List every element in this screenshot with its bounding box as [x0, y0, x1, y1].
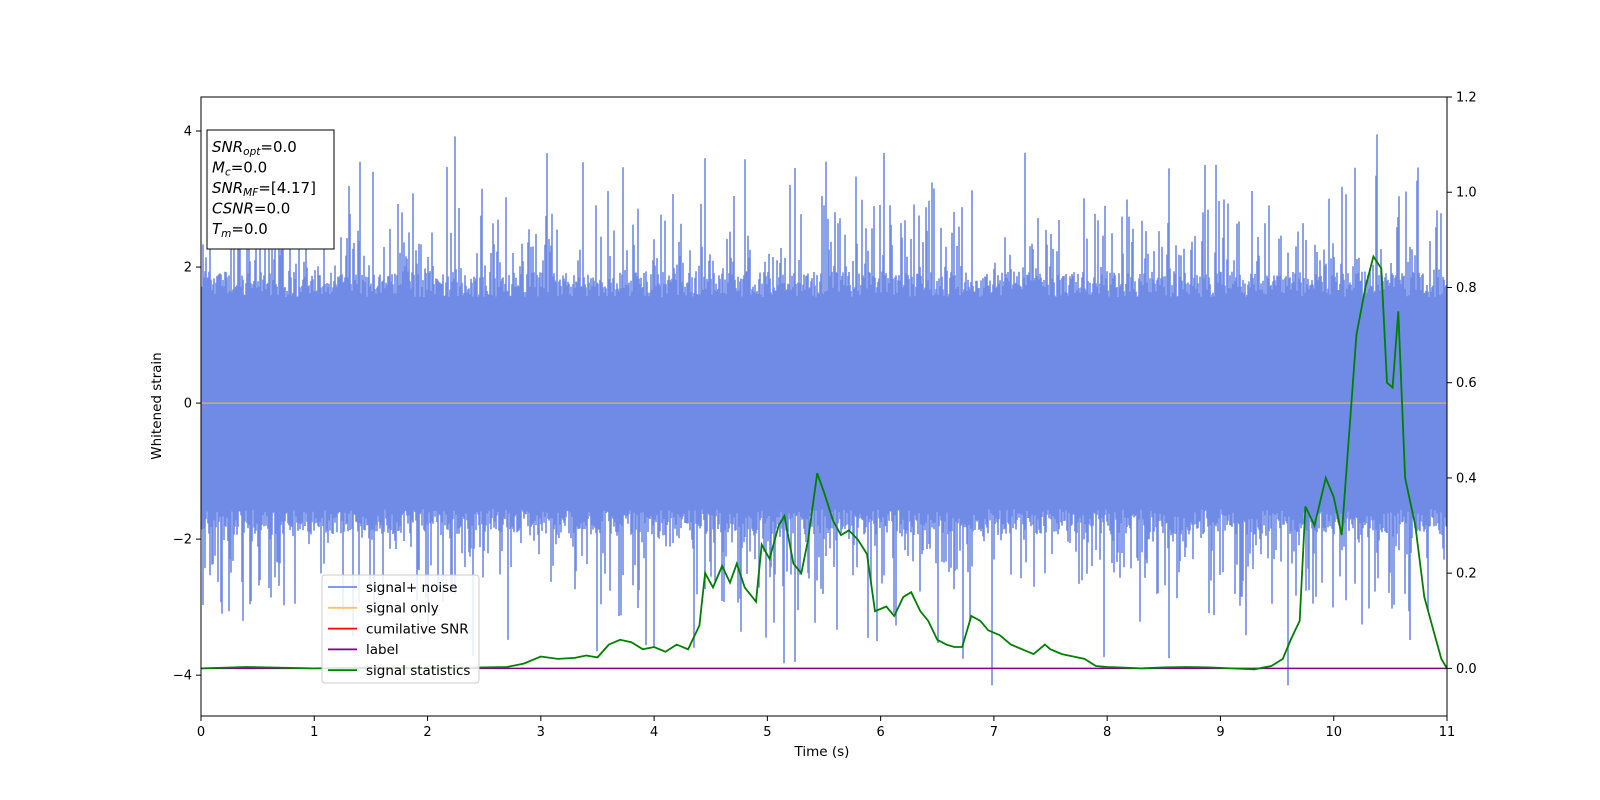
x-tick-label: 1 [310, 725, 318, 740]
right-y-axis-ticks: 0.0 0.2 0.4 0.6 0.8 1.0 1.2 [1447, 91, 1477, 677]
info-line: SNRMF=[4.17] [212, 179, 316, 199]
x-tick-label: 3 [537, 725, 545, 740]
legend-frame [321, 574, 480, 684]
legend-label: signal statistics [366, 663, 470, 679]
x-tick-label: 0 [197, 725, 205, 740]
x-tick-label: 6 [876, 725, 884, 740]
legend-items: signal+ noise signal only cumilative SNR la… [328, 580, 470, 679]
x-tick-label: 5 [763, 725, 771, 740]
legend-label: signal only [366, 601, 439, 617]
plot-series [201, 134, 1447, 686]
left-y-tick-label: −4 [173, 669, 192, 684]
left-y-tick-label: 0 [184, 397, 192, 412]
info-line: Tm=0.0 [212, 220, 268, 240]
right-y-tick-label: 0.8 [1456, 281, 1477, 296]
x-tick-label: 11 [1439, 725, 1456, 740]
left-y-tick-label: 4 [184, 125, 192, 140]
series-signal-statistics [201, 254, 1447, 671]
left-y-tick-label: −2 [173, 533, 192, 548]
x-axis-ticks: 0 1 2 3 4 5 6 7 8 9 10 11 [197, 716, 1455, 740]
right-y-tick-label: 0.6 [1456, 376, 1477, 391]
info-box-frame [206, 129, 335, 250]
left-y-axis-ticks: −4 −2 0 2 4 [173, 125, 201, 684]
right-y-tick-label: 0.0 [1456, 662, 1477, 677]
y-axis-label: Whitened strain [149, 352, 165, 459]
legend: signal+ noise signal only cumilative SNR la… [321, 574, 480, 684]
x-tick-label: 2 [423, 725, 431, 740]
left-y-tick-label: 2 [184, 261, 192, 276]
legend-label: label [366, 642, 399, 658]
right-y-tick-label: 0.4 [1456, 471, 1477, 486]
info-line: SNRopt=0.0 [212, 138, 297, 158]
x-tick-label: 10 [1325, 725, 1342, 740]
x-tick-label: 7 [990, 725, 998, 740]
legend-label: cumilative SNR [366, 621, 469, 637]
info-line: CSNR=0.0 [212, 200, 290, 218]
x-axis-label: Time (s) [794, 744, 850, 760]
info-line: Mc=0.0 [212, 159, 267, 179]
x-tick-label: 4 [650, 725, 658, 740]
legend-label: signal+ noise [366, 580, 457, 596]
right-y-tick-label: 1.2 [1456, 91, 1477, 106]
plot-frame [200, 96, 1448, 717]
x-tick-label: 8 [1103, 725, 1111, 740]
right-y-tick-label: 0.2 [1456, 567, 1477, 582]
x-tick-label: 9 [1216, 725, 1224, 740]
right-y-tick-label: 1.0 [1456, 186, 1477, 201]
